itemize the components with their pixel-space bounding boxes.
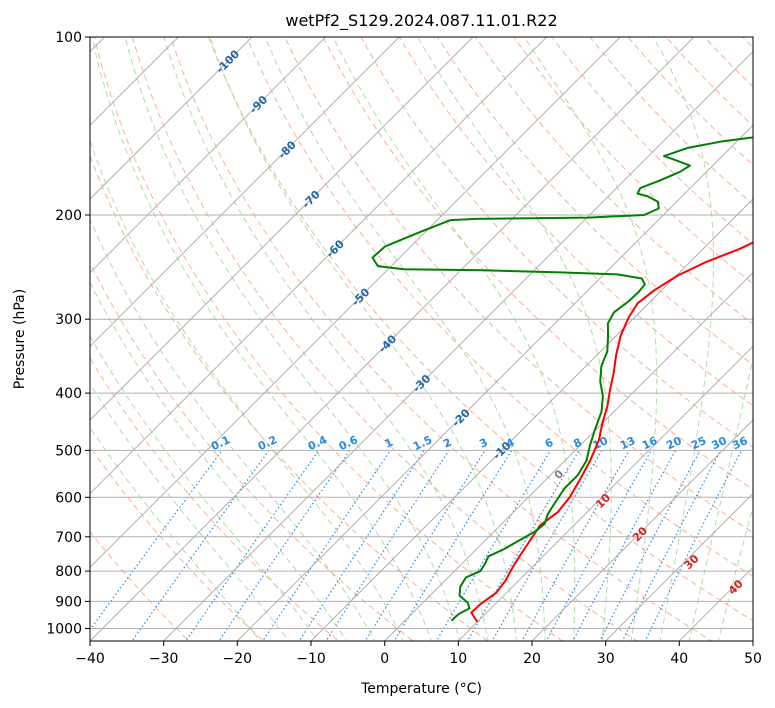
y-axis-ticks: 1000 900 800 700 600 500 400 300 200 100 [46, 30, 90, 638]
dry-adiabat-line [90, 530, 190, 641]
isotherm-line [310, 198, 753, 641]
y-tick-label: 100 [55, 30, 82, 46]
moist-adiabat-line [264, 37, 546, 641]
x-tick-label: −20 [223, 651, 253, 667]
y-tick-label: 800 [55, 564, 82, 580]
x-tick-label: 10 [449, 651, 467, 667]
temperature-profile-line [470, 241, 753, 623]
y-tick-label: 500 [55, 443, 82, 459]
y-tick-label: 400 [55, 386, 82, 402]
dry-adiabat-line [131, 37, 638, 641]
dry-adiabat-line [284, 37, 753, 534]
mixing-ratio-label: 30 [710, 434, 730, 452]
dry-adiabat-line [90, 357, 340, 641]
chart-title: wetPf2_S129.2024.087.11.01.R22 [285, 11, 557, 31]
x-tick-label: −40 [75, 651, 105, 667]
y-tick-label: 900 [55, 594, 82, 610]
dry-adiabat-line [436, 37, 753, 366]
y-tick-label: 200 [55, 208, 82, 224]
y-tick-label: 300 [55, 312, 82, 328]
isotherm-line [90, 37, 327, 274]
mixing-ratio-label: 36 [730, 434, 750, 452]
plot-background [90, 37, 753, 641]
plot-frame [89, 36, 754, 642]
moist-adiabat-line [90, 335, 319, 641]
isotherm-line [236, 124, 753, 641]
isotherm-line [90, 37, 622, 569]
x-tick-label: 0 [380, 651, 389, 667]
dry-adiabat-line [93, 37, 564, 641]
y-axis-label: Pressure (hPa) [12, 289, 28, 389]
dry-adiabat-line [90, 445, 265, 641]
dry-adiabat-line [398, 37, 753, 407]
y-tick-label: 1000 [46, 622, 82, 638]
y-tick-label: 600 [55, 490, 82, 506]
x-tick-label: −30 [149, 651, 179, 667]
dry-adiabat-line [169, 37, 713, 641]
moist-adiabat-line [652, 37, 714, 641]
isotherm-line [90, 37, 695, 641]
moist-adiabat-line [209, 37, 518, 641]
moist-adiabat-line [91, 37, 432, 641]
data-series [371, 136, 753, 623]
y-tick-label: 700 [55, 530, 82, 546]
mixing-ratio-label: 20 [664, 434, 684, 452]
x-tick-label: 40 [670, 651, 688, 667]
x-tick-label: 30 [597, 651, 615, 667]
moist-adiabat-line [688, 355, 753, 641]
dry-adiabat-line [90, 261, 414, 641]
moist-adiabat-line [717, 505, 753, 641]
isotherm-line [90, 37, 548, 495]
moist-adiabat-line [417, 37, 612, 641]
dry-adiabat-line [208, 37, 753, 622]
isotherm-line [457, 345, 753, 641]
x-axis-ticks: −40 −30 −20 −10 0 10 20 30 40 50 [75, 641, 762, 667]
isotherm-line [90, 37, 253, 200]
x-axis-label: Temperature (°C) [360, 681, 482, 697]
isobars [90, 37, 753, 629]
isotherm-line [383, 271, 753, 641]
isotherm-line [604, 492, 753, 641]
dry-adiabat-line [246, 37, 753, 577]
isotherm-line [531, 419, 753, 641]
mixing-ratio-label: 16 [640, 434, 660, 452]
dry-adiabat-line [768, 24, 775, 653]
dewpoint-profile-line [371, 136, 753, 622]
x-tick-label: −10 [296, 651, 326, 667]
mixing-ratio-label: 25 [689, 434, 708, 452]
isotherm-line [162, 50, 753, 641]
isotherm-line [90, 37, 474, 421]
isotherm-line [90, 37, 401, 348]
isotherms [90, 37, 753, 641]
x-tick-label: 20 [523, 651, 541, 667]
mixing-ratio-label: 13 [618, 434, 637, 452]
dry-adiabat-line [475, 37, 753, 325]
x-tick-label: 50 [744, 651, 762, 667]
